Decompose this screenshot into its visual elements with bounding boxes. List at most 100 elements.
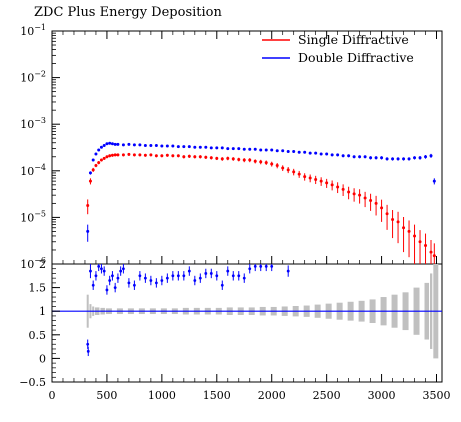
data-point bbox=[402, 157, 406, 161]
data-point bbox=[270, 162, 274, 166]
data-point bbox=[116, 142, 120, 146]
data-point bbox=[297, 172, 301, 176]
ratio-point bbox=[242, 276, 246, 280]
y-tick-label-exp: −5 bbox=[34, 209, 46, 218]
data-point bbox=[391, 157, 395, 161]
data-point bbox=[226, 147, 230, 151]
data-point bbox=[319, 179, 323, 183]
ratio-point bbox=[264, 264, 268, 268]
data-point bbox=[108, 154, 112, 158]
ratio-point bbox=[237, 274, 241, 278]
data-point bbox=[292, 149, 296, 153]
data-point bbox=[110, 142, 114, 146]
data-point bbox=[99, 158, 103, 162]
ratio-point bbox=[154, 281, 158, 285]
x-tick-label: 2500 bbox=[313, 389, 341, 402]
data-point bbox=[121, 143, 125, 147]
data-point bbox=[248, 147, 252, 151]
data-point bbox=[116, 153, 120, 157]
data-point bbox=[369, 199, 373, 203]
data-point bbox=[176, 154, 180, 158]
data-point bbox=[259, 160, 263, 164]
data-point bbox=[396, 220, 400, 224]
data-point bbox=[352, 192, 356, 196]
data-point bbox=[402, 226, 406, 230]
data-point bbox=[193, 155, 197, 159]
data-point bbox=[358, 155, 362, 159]
y-tick-label-exp: −1 bbox=[34, 23, 46, 32]
ratio-point bbox=[198, 276, 202, 280]
data-point bbox=[325, 152, 329, 156]
data-point bbox=[226, 156, 230, 160]
ratio-point bbox=[86, 349, 90, 353]
ratio-point bbox=[204, 272, 208, 275]
data-point bbox=[209, 156, 213, 160]
data-point bbox=[275, 149, 279, 153]
data-point bbox=[363, 196, 367, 200]
data-point bbox=[94, 163, 98, 167]
data-point bbox=[149, 153, 153, 157]
main-points bbox=[86, 141, 436, 264]
data-point bbox=[102, 143, 106, 147]
ratio-y-tick-label: 0 bbox=[39, 352, 46, 365]
data-point bbox=[91, 168, 95, 172]
x-tick-label: 2000 bbox=[258, 389, 286, 402]
data-point bbox=[86, 229, 90, 233]
data-point bbox=[424, 243, 428, 247]
ratio-point bbox=[248, 267, 252, 271]
data-point bbox=[330, 183, 334, 187]
data-point bbox=[413, 234, 417, 238]
y-tick-label-base: 10 bbox=[20, 258, 34, 271]
ratio-point bbox=[127, 281, 131, 285]
data-point bbox=[132, 143, 136, 147]
data-point bbox=[264, 148, 268, 152]
ratio-y-tick-label: 0.5 bbox=[29, 329, 47, 342]
data-point bbox=[165, 144, 169, 148]
data-point bbox=[143, 153, 147, 157]
ratio-point bbox=[209, 272, 213, 275]
x-tick-label: 500 bbox=[96, 389, 117, 402]
data-point bbox=[97, 148, 101, 152]
data-point bbox=[204, 155, 208, 159]
data-point bbox=[248, 158, 252, 162]
data-point bbox=[259, 148, 263, 152]
x-tick-label: 0 bbox=[49, 389, 56, 402]
data-point bbox=[308, 176, 312, 180]
ratio-point bbox=[119, 269, 123, 273]
data-point bbox=[292, 170, 296, 174]
ratio-point bbox=[94, 274, 98, 278]
data-point bbox=[297, 150, 301, 154]
legend: Single Diffractive Double Diffractive bbox=[262, 32, 414, 65]
y-tick-label-exp: −6 bbox=[34, 256, 46, 265]
data-point bbox=[121, 153, 125, 157]
ratio-point bbox=[116, 276, 120, 280]
data-point bbox=[341, 187, 345, 191]
data-point bbox=[341, 154, 345, 158]
ratio-point bbox=[113, 286, 117, 289]
ratio-point bbox=[226, 269, 230, 273]
data-point bbox=[286, 149, 290, 153]
data-point bbox=[432, 254, 436, 258]
y-tick-label-exp: −2 bbox=[34, 70, 46, 79]
data-point bbox=[149, 143, 153, 147]
ratio-point bbox=[160, 279, 164, 282]
y-tick-label: 10−3 bbox=[20, 116, 46, 131]
data-point bbox=[385, 212, 389, 216]
data-point bbox=[231, 147, 235, 151]
ratio-point bbox=[253, 264, 257, 268]
ratio-point bbox=[176, 274, 180, 278]
data-point bbox=[105, 142, 109, 146]
y-tick-label-base: 10 bbox=[20, 211, 34, 224]
data-point bbox=[432, 179, 436, 183]
ratio-point bbox=[171, 274, 175, 278]
data-point bbox=[187, 154, 191, 158]
ratio-point bbox=[100, 267, 103, 271]
data-point bbox=[330, 153, 334, 157]
data-point bbox=[127, 152, 131, 156]
ratio-point bbox=[91, 283, 95, 287]
ratio-point bbox=[102, 269, 106, 273]
ratio-y-axis: −0.5 0 0.5 1 1.5 2 bbox=[19, 258, 60, 389]
y-tick-label-exp: −3 bbox=[34, 116, 46, 125]
data-point bbox=[97, 161, 101, 165]
